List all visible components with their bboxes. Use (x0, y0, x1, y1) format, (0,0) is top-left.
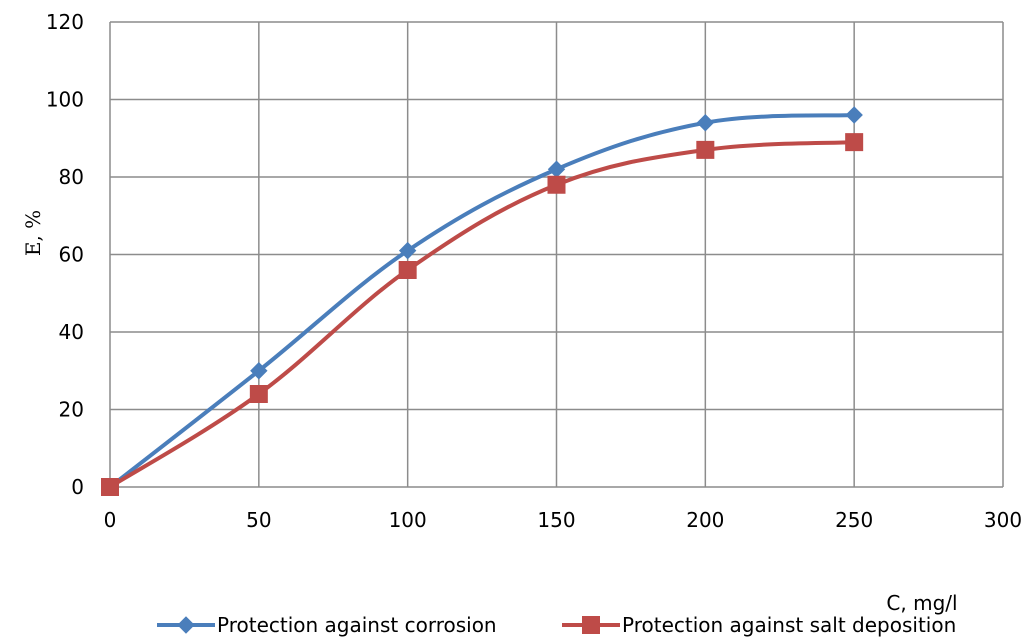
data-point-series-1 (845, 106, 863, 124)
data-point-series-2 (249, 385, 268, 403)
y-axis-label: E, % (21, 210, 45, 256)
series-line-1 (108, 113, 857, 489)
data-point-series-1 (547, 160, 566, 178)
legend-item-2: Protection against salt deposition (562, 613, 956, 637)
series-lines (108, 113, 857, 489)
data-point-series-2 (547, 175, 566, 194)
y-axis-ticks: 0 20 40 60 80 100 120 (46, 10, 84, 499)
data-point-series-2 (101, 478, 119, 496)
legend-label: Protection against corrosion (217, 613, 497, 637)
y-tick-label: 20 (59, 398, 84, 422)
data-point-series-1 (398, 241, 417, 260)
x-axis-ticks: 0 50 100 150 200 250 300 (104, 508, 1022, 532)
legend-item-1: Protection against corrosion (157, 613, 497, 637)
series-line-2 (108, 140, 857, 489)
data-point-series-2 (696, 140, 715, 159)
x-tick-label: 0 (104, 508, 117, 532)
x-tick-label: 300 (984, 508, 1022, 532)
x-tick-label: 200 (686, 508, 724, 532)
data-point-series-1 (696, 114, 715, 132)
y-tick-label: 60 (59, 243, 84, 267)
y-tick-label: 80 (59, 165, 84, 189)
data-point-series-1 (250, 362, 268, 380)
x-tick-label: 250 (835, 508, 873, 532)
x-tick-label: 150 (537, 508, 575, 532)
data-point-series-2 (398, 261, 417, 279)
y-tick-label: 40 (59, 320, 84, 344)
legend-marker (177, 616, 195, 634)
y-tick-label: 120 (46, 10, 84, 34)
x-tick-label: 50 (246, 508, 271, 532)
legend: Protection against corrosion Protection a… (157, 613, 956, 637)
legend-marker (582, 616, 600, 634)
grid (109, 21, 1004, 488)
x-axis-label: C, mg/l (886, 591, 957, 615)
x-tick-label: 100 (389, 508, 427, 532)
y-tick-label: 0 (71, 475, 84, 499)
data-point-series-2 (845, 133, 864, 152)
legend-label: Protection against salt deposition (622, 613, 956, 637)
series-markers (101, 106, 864, 496)
y-tick-label: 100 (46, 88, 84, 112)
